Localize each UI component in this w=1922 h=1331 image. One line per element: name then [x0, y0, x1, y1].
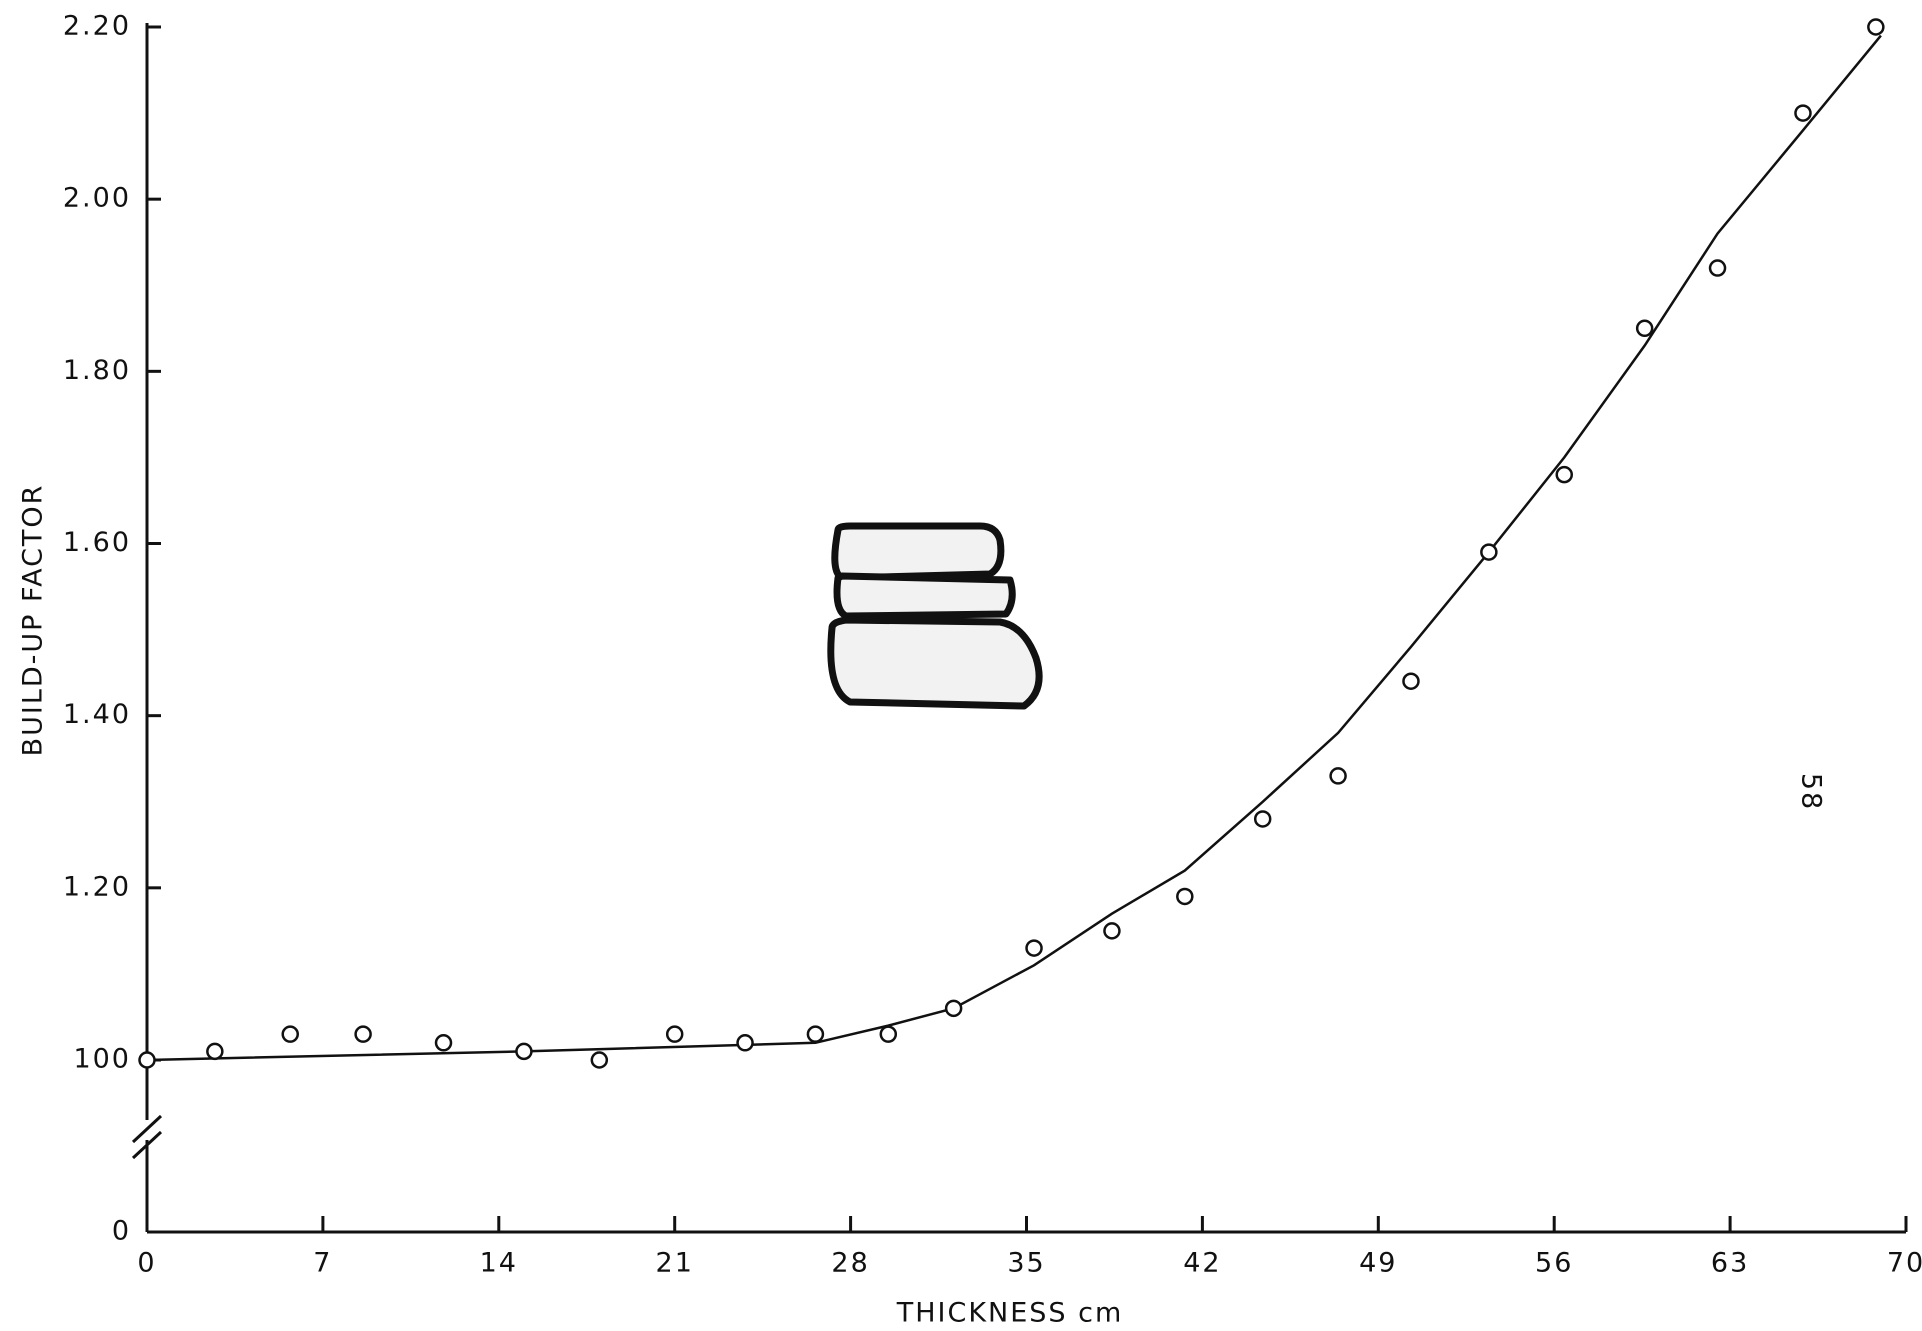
y-tick-label: 1.80 — [63, 355, 131, 386]
data-point — [806, 1025, 825, 1043]
data-point — [1635, 319, 1654, 338]
x-tick-label: 0 — [137, 1248, 156, 1279]
x-tick-label: 70 — [1887, 1248, 1922, 1279]
data-point — [206, 1042, 224, 1061]
x-tick-label: 28 — [831, 1248, 869, 1279]
axis-break — [131, 1114, 163, 1144]
data-point — [665, 1025, 684, 1043]
data-point — [1176, 887, 1194, 906]
x-tick-label: 35 — [1007, 1248, 1045, 1279]
y-tick-label: 1.40 — [63, 699, 131, 730]
data-point — [944, 999, 963, 1018]
data-point — [1103, 922, 1121, 940]
fit-curve — [146, 34, 1882, 1062]
y-tick-label: 2.20 — [63, 11, 131, 42]
data-point — [879, 1025, 898, 1043]
x-tick-label: 7 — [313, 1248, 332, 1279]
x-tick-label: 63 — [1711, 1248, 1749, 1279]
data-point — [1402, 672, 1420, 690]
data-point — [1867, 18, 1885, 36]
data-point — [434, 1034, 453, 1052]
y-tick-label: 2.00 — [63, 183, 131, 214]
y-tick-label: 100 — [73, 1044, 131, 1075]
data-point — [1555, 465, 1574, 484]
data-point — [138, 1051, 156, 1069]
x-tick-label: 14 — [480, 1248, 518, 1279]
y-tick-label: 1.20 — [63, 871, 131, 902]
data-point — [1329, 767, 1347, 785]
x-tick-label: 56 — [1535, 1248, 1573, 1279]
y-axis-label: BUILD-UP FACTOR — [18, 484, 49, 757]
data-point — [281, 1025, 299, 1043]
data-point — [1708, 259, 1727, 277]
stones-sketch — [827, 522, 1043, 710]
data-point — [1025, 939, 1043, 957]
data-point — [1794, 104, 1812, 122]
x-tick-label: 49 — [1359, 1248, 1397, 1279]
data-point — [515, 1042, 533, 1061]
data-point — [736, 1034, 754, 1052]
data-point — [1480, 543, 1498, 561]
x-tick-label: 42 — [1183, 1248, 1221, 1279]
data-point — [590, 1051, 609, 1069]
y-tick-label: 0 — [112, 1216, 131, 1247]
data-point — [354, 1025, 372, 1043]
y-tick-label: 1.60 — [63, 527, 131, 558]
axis-break — [131, 1130, 163, 1160]
data-point — [1253, 810, 1272, 828]
page-number: 58 — [1796, 773, 1827, 811]
x-axis-label: THICKNESS cm — [896, 1298, 1124, 1329]
x-tick-label: 21 — [656, 1248, 694, 1279]
